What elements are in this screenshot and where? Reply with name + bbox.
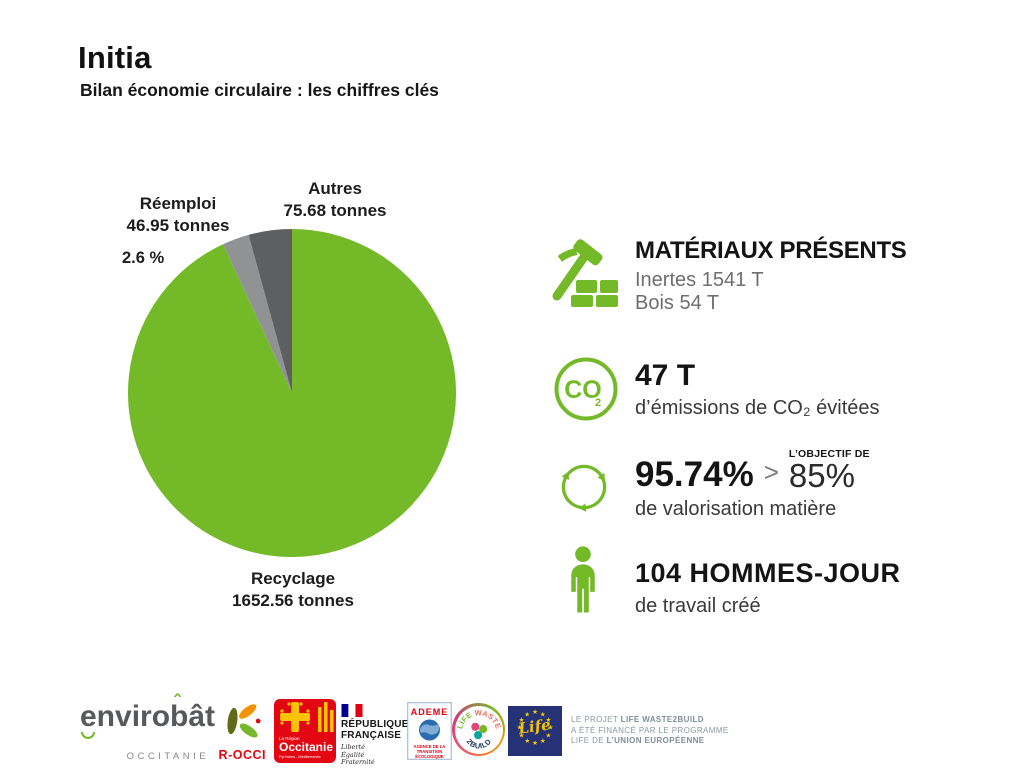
- life-waste2build-logo: LIFE WASTE 2BUILD: [452, 703, 505, 756]
- circumflex-accent-icon: ˆ: [174, 692, 181, 714]
- occitanie-subline: Pyrénées - Méditerranée: [279, 755, 321, 759]
- pie-slice-autres: [248, 229, 292, 393]
- w2b-arc-life: LIFE: [455, 710, 474, 730]
- page-title: Initia: [78, 40, 152, 75]
- svg-text:★: ★: [540, 738, 546, 745]
- valorisation-value: 95.74%: [635, 455, 754, 495]
- ademe-tagline-3: ÉCOLOGIQUE: [415, 754, 444, 759]
- funding-text: LE PROJET LIFE WASTE2BUILD A ÉTÉ FINANCÉ…: [571, 715, 729, 747]
- occitanie-logo: La Région Occitanie Pyrénées - Méditerra…: [274, 699, 336, 763]
- motto-egalite: Égalité: [341, 750, 365, 759]
- svg-text:★: ★: [545, 732, 551, 739]
- stat-jobs-value: 104 HOMMES-JOUR: [635, 558, 901, 588]
- ademe-tagline-2: TRANSITION: [417, 749, 443, 754]
- stat-materials: MATÉRIAUX PRÉSENTS Inertes 1541 T Bois 5…: [635, 237, 907, 315]
- republique-francaise-logo: RÉPUBLIQUE FRANÇAISE Liberté Égalité Fra…: [341, 704, 409, 767]
- funding-line-2: A ÉTÉ FINANCÉ PAR LE PROGRAMME: [571, 725, 729, 735]
- republique-line2: FRANÇAISE: [341, 729, 402, 741]
- valorisation-target-label: L’OBJECTIF DE: [788, 448, 870, 460]
- svg-text:★: ★: [548, 725, 554, 732]
- occitanie-name: Occitanie: [279, 740, 333, 754]
- pie-chart: [128, 229, 457, 557]
- envirobat-wordmark: envirobât: [80, 700, 216, 733]
- w2b-arc-2build: 2BUILD: [464, 736, 493, 750]
- pie-label-reemploi-value: 46.95 tonnes: [126, 216, 230, 235]
- eu-stars-icon: ★ ★★★★★★★★★★★: [517, 709, 554, 747]
- recycle-arrows-icon: [561, 464, 607, 512]
- co2-icon-text: CO: [564, 376, 602, 404]
- republique-line1: RÉPUBLIQUE: [341, 719, 409, 730]
- stat-co2-line: d’émissions de CO₂ évitées: [635, 397, 880, 419]
- smile-accent-icon: [81, 732, 95, 739]
- stat-co2-value: 47 T: [635, 359, 696, 392]
- pie-label-autres: Autres 75.68 tonnes: [255, 178, 415, 222]
- svg-text:★: ★: [532, 709, 538, 716]
- stat-valorisation-line: de valorisation matière: [635, 498, 837, 521]
- valorisation-value-row: 95.74% > L’OBJECTIF DE 85%: [635, 448, 870, 495]
- life-script-label: Life: [516, 715, 551, 737]
- ademe-name: ADEME: [411, 707, 449, 717]
- svg-text:★: ★: [524, 711, 530, 718]
- stat-co2: 47 T d’émissions de CO₂ évitées: [635, 361, 880, 420]
- pie-label-reemploi: Réemploi 46.95 tonnes: [98, 193, 258, 237]
- svg-text:★: ★: [519, 733, 525, 740]
- pie-label-recyclage-name: Recyclage: [250, 569, 336, 588]
- occitanie-small-label: La Région: [279, 736, 300, 741]
- svg-text:2BUILD: 2BUILD: [464, 736, 493, 750]
- pie-label-reemploi-name: Réemploi: [139, 194, 217, 213]
- globe-icon: [419, 719, 440, 741]
- co2-icon-sub: 2: [595, 397, 601, 409]
- stat-jobs: 104 HOMMES-JOUR de travail créé: [635, 560, 901, 618]
- comparator: >: [763, 457, 779, 488]
- svg-text:★: ★: [532, 740, 538, 747]
- pie-label-autres-value: 75.68 tonnes: [283, 201, 387, 220]
- funding-line-3: LIFE DE L’UNION EUROPÉENNE: [571, 736, 705, 745]
- stat-materials-title: MATÉRIAUX PRÉSENTS: [635, 237, 907, 264]
- eu-life-logo: ★ ★★★★★★★★★★★ Life: [508, 706, 562, 756]
- co2-icon: CO 2: [554, 357, 618, 421]
- ademe-logo: ADEME AGENCE DE LA TRANSITION ÉCOLOGIQUE: [407, 702, 452, 760]
- pie-label-recyclage-value: 1652.56 tonnes: [232, 591, 354, 610]
- motto-liberte: Liberté: [341, 743, 365, 751]
- svg-text:★: ★: [545, 717, 551, 724]
- envirobat-logo: envirobât ˆ OCCITANIE R-OCCI: [80, 693, 266, 764]
- pie-label-reemploi-percent: 2.6 %: [122, 249, 165, 267]
- ademe-tagline-1: AGENCE DE LA: [414, 744, 446, 749]
- valorisation-target-value: 85%: [788, 457, 855, 494]
- valorisation-target: L’OBJECTIF DE 85%: [788, 448, 870, 494]
- motto-fraternite: Fraternité: [341, 758, 375, 766]
- r-occi-logo-mark: [227, 704, 261, 738]
- pie-label-recyclage: Recyclage 1652.56 tonnes: [213, 568, 373, 612]
- french-flag-icon: [341, 704, 363, 717]
- r-occi-label: R-OCCI: [218, 748, 266, 762]
- stat-materials-line1: Inertes 1541 T: [635, 269, 764, 292]
- svg-text:★: ★: [524, 738, 530, 745]
- w2b-recycle-mark-icon: [470, 722, 487, 739]
- envirobat-region: OCCITANIE: [126, 751, 210, 762]
- svg-text:★: ★: [540, 711, 546, 718]
- pie-label-autres-name: Autres: [308, 179, 362, 198]
- envirobat-subline: OCCITANIE R-OCCI: [80, 746, 266, 764]
- stat-valorisation: 95.74% > L’OBJECTIF DE 85% de valorisati…: [635, 448, 870, 521]
- stat-materials-line2: Bois 54 T: [635, 292, 720, 315]
- hammer-bricks-icon: [552, 239, 618, 307]
- svg-text:★: ★: [517, 725, 523, 732]
- svg-text:★: ★: [519, 717, 525, 724]
- envirobat-name: envirobât ˆ: [80, 693, 216, 739]
- pie-slice-réemploi: [223, 234, 292, 393]
- person-icon: [571, 546, 595, 613]
- page-subtitle: Bilan économie circulaire : les chiffres…: [80, 80, 439, 100]
- stat-jobs-line: de travail créé: [635, 595, 761, 617]
- pie-slice-recyclage: [128, 229, 457, 557]
- occitan-cross-icon: [280, 702, 334, 732]
- funding-line-1: LE PROJET LIFE WASTE2BUILD: [571, 715, 704, 724]
